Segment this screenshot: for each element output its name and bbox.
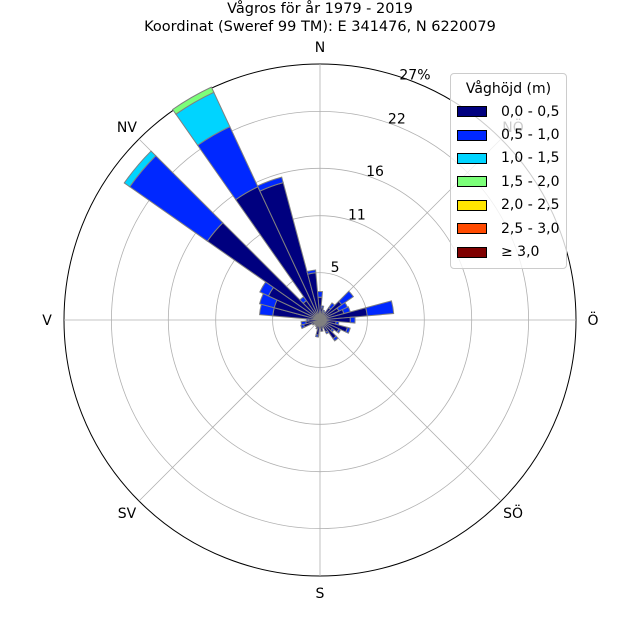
rose-bar-segment — [320, 305, 325, 309]
grid-spoke — [138, 319, 321, 502]
direction-label: NV — [117, 120, 137, 136]
ring-tick-label: 22 — [388, 111, 406, 127]
rose-bar-segment — [314, 334, 320, 338]
legend-swatch — [457, 106, 487, 118]
direction-label: SÖ — [503, 504, 523, 522]
legend-entry: 1,5 - 2,0 — [451, 170, 566, 193]
legend-entry: 0,0 - 0,5 — [451, 100, 566, 123]
direction-label: S — [316, 586, 325, 602]
rose-bar-segment — [324, 330, 330, 335]
legend-label: 2,5 - 3,0 — [501, 220, 560, 237]
direction-label: Ö — [587, 311, 598, 329]
rose-bar-segment — [300, 320, 307, 326]
rose-bar-segment — [338, 290, 355, 306]
legend-label: 0,0 - 0,5 — [501, 103, 560, 120]
rose-bar-segment — [123, 150, 157, 188]
legend-entry: 2,0 - 2,5 — [451, 194, 566, 217]
ring-labels: 5 11 16 22 27% — [331, 67, 431, 276]
grid-spoke — [319, 319, 502, 502]
legend-swatch — [457, 246, 487, 258]
rose-bar-segment — [171, 86, 215, 115]
legend-label: 1,0 - 1,5 — [501, 150, 560, 167]
ring-tick-label: 11 — [348, 208, 366, 224]
legend-swatch — [457, 223, 487, 235]
rose-bar-segment — [332, 335, 339, 342]
legend-entry: 1,0 - 1,5 — [451, 147, 566, 170]
rose-bar-segment — [336, 328, 342, 334]
chart-title-line1: Vågros för år 1979 - 2019 — [227, 1, 413, 17]
legend: Våghöjd (m) 0,0 - 0,5 0,5 - 1,0 1,0 - 1,5 1… — [450, 73, 567, 269]
legend-label: ≥ 3,0 — [501, 244, 540, 261]
direction-label: SV — [118, 506, 137, 522]
ring-tick-label: 27% — [399, 67, 430, 83]
legend-label: 0,5 - 1,0 — [501, 127, 560, 144]
ring-tick-label: 5 — [331, 260, 340, 276]
rose-bar-segment — [306, 269, 317, 275]
legend-label: 2,0 - 2,5 — [501, 197, 560, 214]
direction-label: V — [42, 313, 52, 329]
rose-bar-segment — [256, 176, 284, 192]
rose-bar-segment — [349, 316, 356, 324]
rose-bars — [123, 86, 395, 342]
legend-label: 1,5 - 2,0 — [501, 173, 560, 190]
ring-tick-label: 16 — [366, 164, 384, 180]
legend-entry: 0,5 - 1,0 — [451, 123, 566, 146]
chart-title: Vågros för år 1979 - 2019 Koordinat (Swe… — [0, 0, 640, 36]
legend-swatch — [457, 129, 487, 141]
legend-title: Våghöjd (m) — [465, 81, 552, 97]
rose-bar-segment — [365, 300, 395, 317]
legend-swatch — [457, 176, 487, 188]
chart-title-line2: Koordinat (Sweref 99 TM): E 341476, N 62… — [144, 19, 496, 35]
legend-swatch — [457, 152, 487, 164]
legend-entry: ≥ 3,0 — [451, 240, 566, 263]
direction-label: N — [315, 40, 325, 56]
legend-entry: 2,5 - 3,0 — [451, 217, 566, 240]
legend-swatch — [457, 199, 487, 211]
rose-bar-segment — [345, 326, 351, 334]
